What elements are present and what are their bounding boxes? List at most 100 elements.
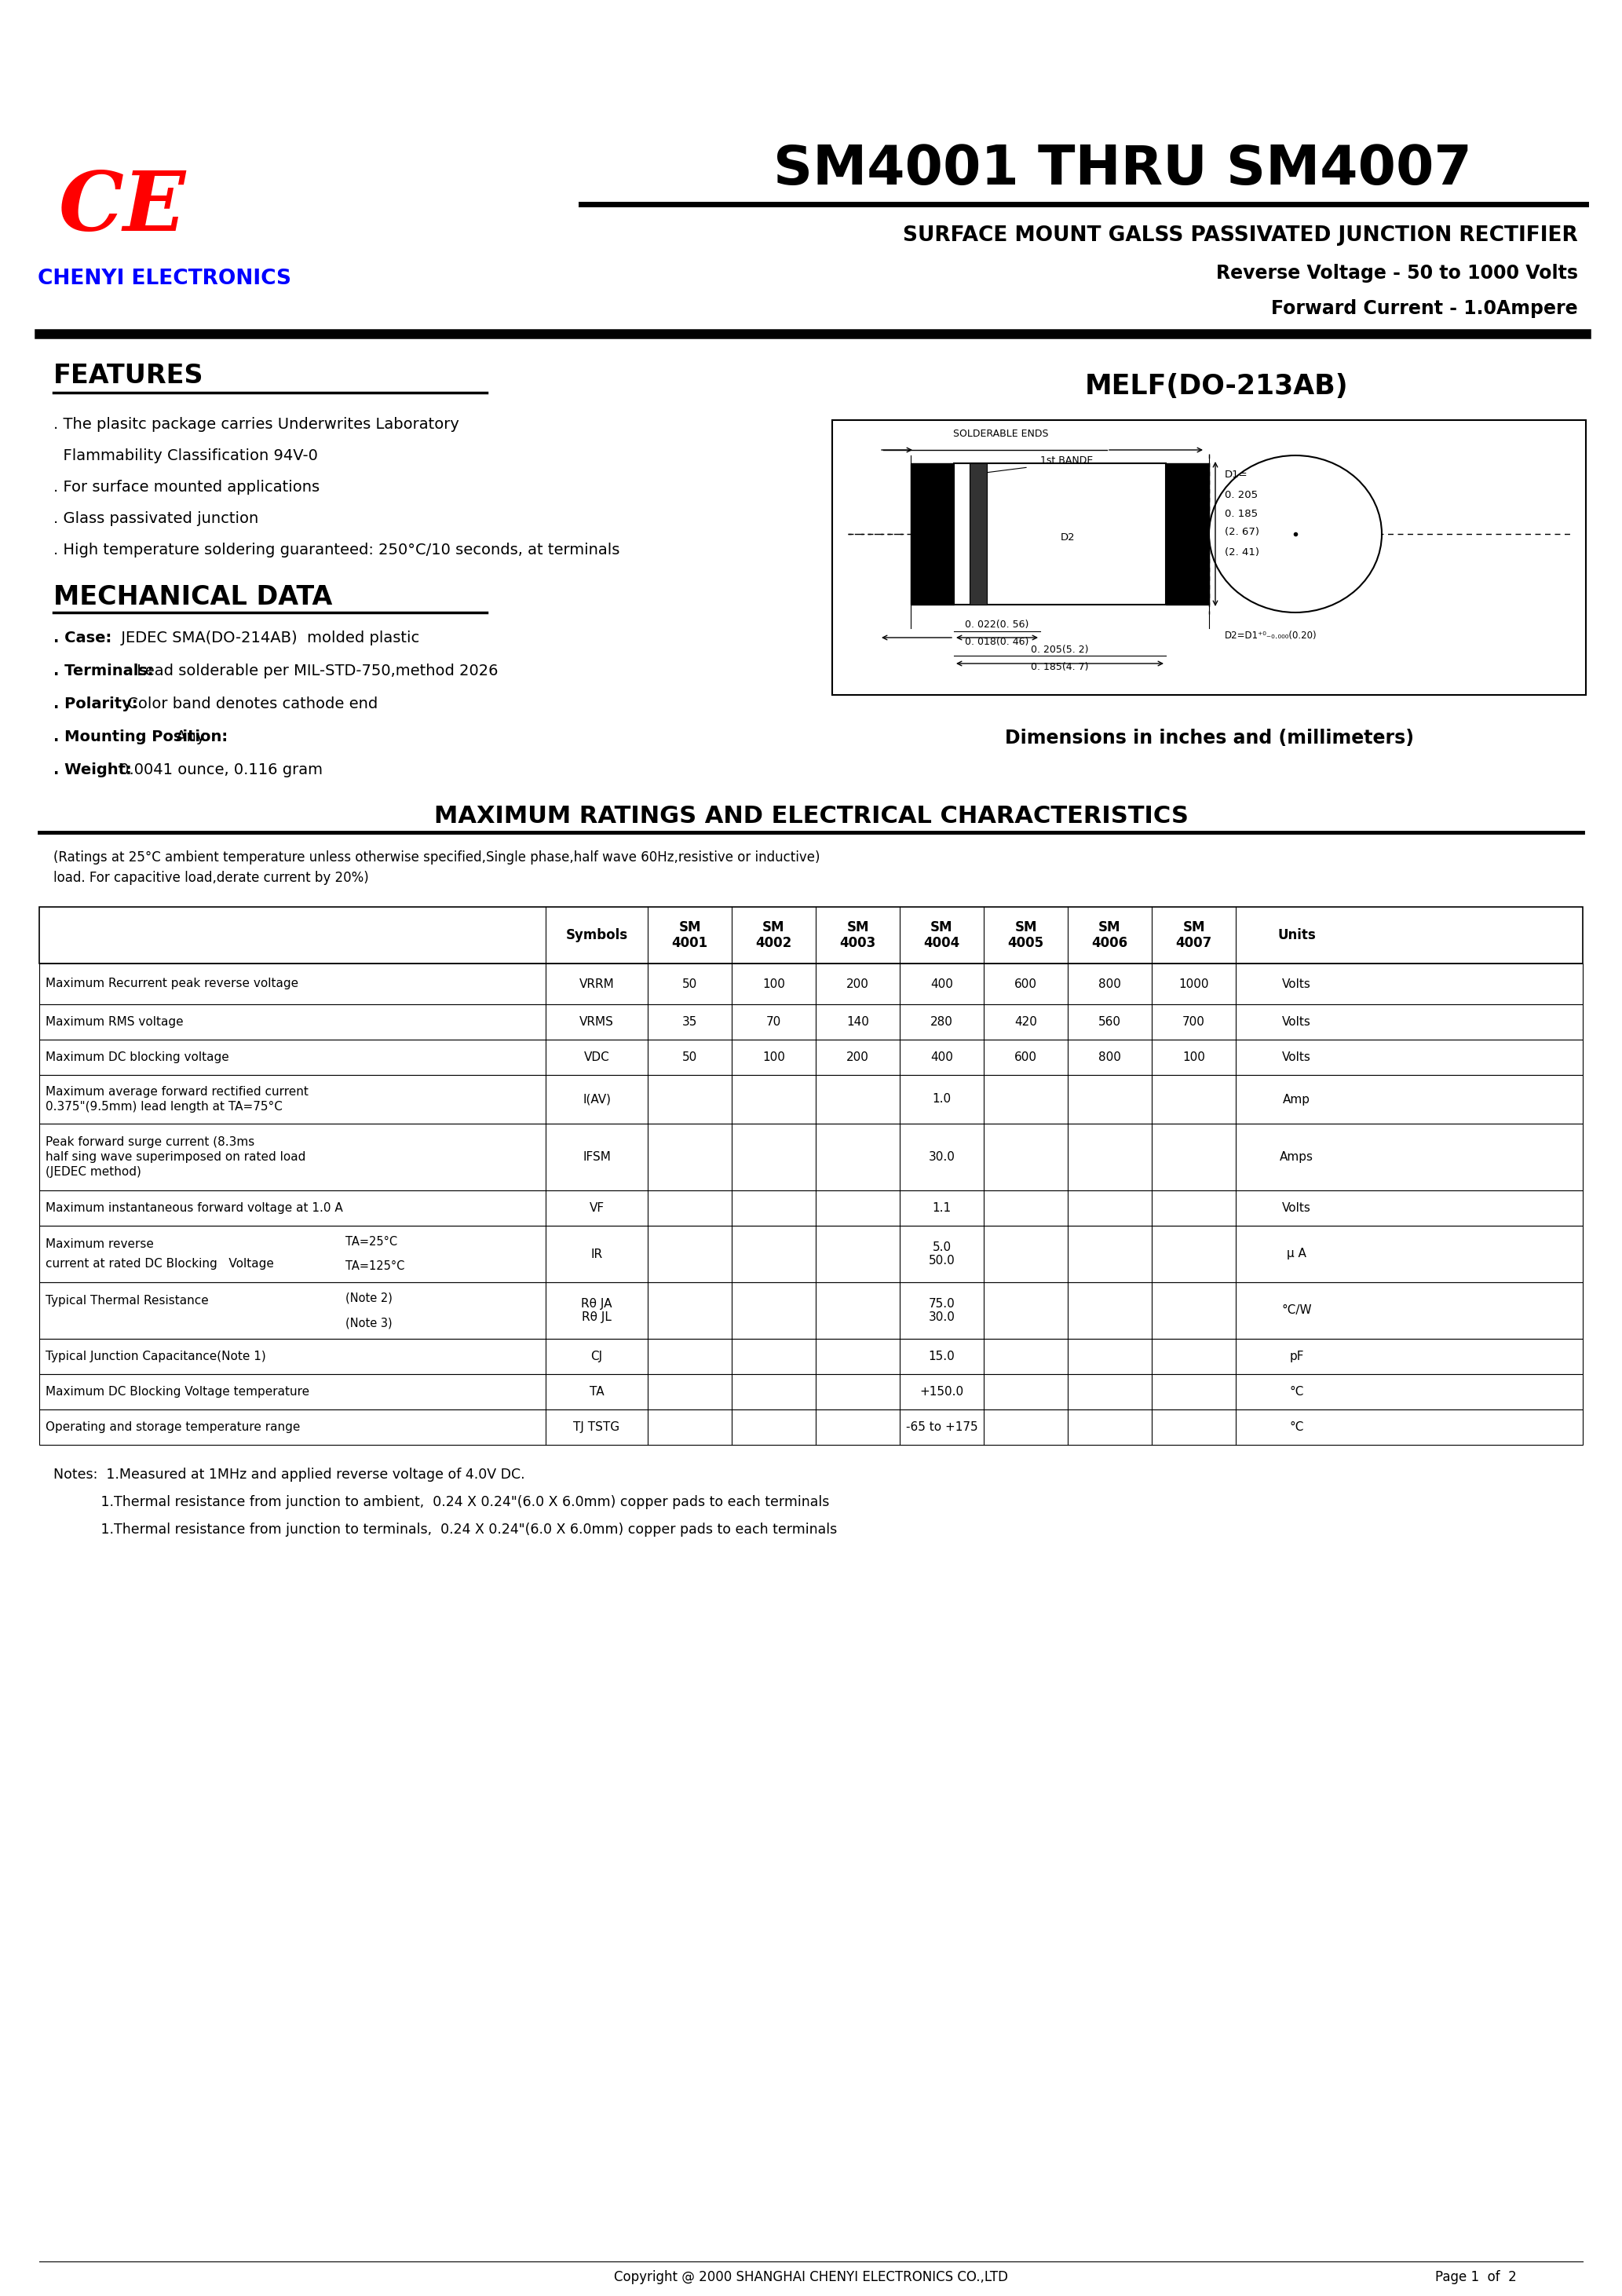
Text: Lead solderable per MIL-STD-750,method 2026: Lead solderable per MIL-STD-750,method 2… (131, 664, 498, 677)
Text: I(AV): I(AV) (582, 1093, 611, 1104)
Text: 0. 185: 0. 185 (1225, 510, 1257, 519)
Bar (39, 1339, 1583, 1373)
Bar (39, 964, 1583, 1003)
Text: 420: 420 (1014, 1017, 1036, 1029)
Text: 35: 35 (683, 1017, 697, 1029)
Text: Amp: Amp (1283, 1093, 1311, 1104)
Text: Rθ JA
Rθ JL: Rθ JA Rθ JL (581, 1297, 611, 1322)
Bar (39, 1281, 1583, 1339)
Text: Dimensions in inches and (millimeters): Dimensions in inches and (millimeters) (1004, 728, 1413, 748)
Text: VRRM: VRRM (579, 978, 615, 990)
Text: SM
4005: SM 4005 (1007, 921, 1045, 951)
Text: SM
4001: SM 4001 (672, 921, 707, 951)
Bar (39, 1226, 1583, 1281)
Text: TA=125°C: TA=125°C (345, 1261, 404, 1272)
Text: D1=: D1= (1225, 471, 1247, 480)
Text: CJ: CJ (590, 1350, 603, 1362)
Text: SM4001 THRU SM4007: SM4001 THRU SM4007 (774, 142, 1471, 195)
Bar (39, 1040, 1583, 1075)
Text: 1.1: 1.1 (933, 1203, 950, 1215)
Text: load. For capacitive load,derate current by 20%): load. For capacitive load,derate current… (54, 870, 368, 884)
Text: IFSM: IFSM (582, 1150, 611, 1162)
Text: Typical Thermal Resistance: Typical Thermal Resistance (45, 1295, 209, 1306)
Text: -65 to +175: -65 to +175 (905, 1421, 978, 1433)
Text: °C/W: °C/W (1281, 1304, 1312, 1316)
Text: pF: pF (1289, 1350, 1304, 1362)
Text: Any: Any (172, 730, 206, 744)
Text: Flammability Classification 94V-0: Flammability Classification 94V-0 (54, 448, 318, 464)
Text: 200: 200 (847, 978, 869, 990)
Text: Typical Junction Capacitance(Note 1): Typical Junction Capacitance(Note 1) (45, 1350, 266, 1362)
Text: . Polarity:: . Polarity: (54, 696, 138, 712)
Text: current at rated DC Blocking   Voltage: current at rated DC Blocking Voltage (45, 1258, 274, 1270)
Text: SM
4007: SM 4007 (1176, 921, 1212, 951)
Text: . High temperature soldering guaranteed: 250°C/10 seconds, at terminals: . High temperature soldering guaranteed:… (54, 542, 620, 558)
Text: . Case:: . Case: (54, 629, 112, 645)
Text: 800: 800 (1098, 978, 1121, 990)
Text: 1.Thermal resistance from junction to terminals,  0.24 X 0.24"(6.0 X 6.0mm) copp: 1.Thermal resistance from junction to te… (54, 1522, 837, 1536)
Bar (39, 907, 1583, 964)
Bar (39, 1123, 1583, 1189)
Text: 400: 400 (931, 1052, 954, 1063)
Text: 280: 280 (931, 1017, 954, 1029)
Text: Symbols: Symbols (566, 928, 628, 941)
Text: Operating and storage temperature range: Operating and storage temperature range (45, 1421, 300, 1433)
Text: SM
4002: SM 4002 (756, 921, 792, 951)
Text: 100: 100 (1182, 1052, 1205, 1063)
Text: 5.0
50.0: 5.0 50.0 (928, 1242, 955, 1267)
Text: Maximum Recurrent peak reverse voltage: Maximum Recurrent peak reverse voltage (45, 978, 298, 990)
Text: TJ TSTG: TJ TSTG (574, 1421, 620, 1433)
Text: VDC: VDC (584, 1052, 610, 1063)
Text: JEDEC SMA(DO-214AB)  molded plastic: JEDEC SMA(DO-214AB) molded plastic (117, 629, 420, 645)
Text: (Note 3): (Note 3) (345, 1318, 393, 1329)
Text: 1000: 1000 (1179, 978, 1208, 990)
Text: 50: 50 (683, 1052, 697, 1063)
Text: (2. 41): (2. 41) (1225, 546, 1259, 558)
Text: +150.0: +150.0 (920, 1387, 963, 1398)
Text: °C: °C (1289, 1387, 1304, 1398)
Text: (Note 2): (Note 2) (345, 1293, 393, 1304)
Text: 200: 200 (847, 1052, 869, 1063)
Text: VRMS: VRMS (579, 1017, 613, 1029)
Text: 0. 205(5. 2): 0. 205(5. 2) (1032, 645, 1088, 654)
Bar (1166, 464, 1208, 604)
Text: TA=25°C: TA=25°C (345, 1235, 397, 1247)
Text: 400: 400 (931, 978, 954, 990)
Text: MAXIMUM RATINGS AND ELECTRICAL CHARACTERISTICS: MAXIMUM RATINGS AND ELECTRICAL CHARACTER… (433, 806, 1189, 829)
Text: CHENYI ELECTRONICS: CHENYI ELECTRONICS (37, 269, 292, 289)
Text: Maximum average forward rectified current
0.375"(9.5mm) lead length at TA=75°C: Maximum average forward rectified curren… (45, 1086, 308, 1114)
Text: Forward Current - 1.0Ampere: Forward Current - 1.0Ampere (1272, 298, 1578, 319)
Text: 70: 70 (766, 1017, 782, 1029)
Text: MELF(DO-213AB): MELF(DO-213AB) (1085, 372, 1348, 400)
Text: . Weight:: . Weight: (54, 762, 131, 776)
Text: 800: 800 (1098, 1052, 1121, 1063)
Text: 100: 100 (762, 1052, 785, 1063)
Text: 700: 700 (1182, 1017, 1205, 1029)
Text: 140: 140 (847, 1017, 869, 1029)
Text: D2=D1⁺⁰₋₀.₀₀₀(0.20): D2=D1⁺⁰₋₀.₀₀₀(0.20) (1225, 631, 1317, 641)
Text: Page 1  of  2: Page 1 of 2 (1435, 2271, 1517, 2285)
Bar (970, 464, 986, 604)
Text: SOLDERABLE ENDS: SOLDERABLE ENDS (954, 429, 1049, 439)
Text: 0. 022(0. 56): 0. 022(0. 56) (965, 620, 1028, 629)
Text: Reverse Voltage - 50 to 1000 Volts: Reverse Voltage - 50 to 1000 Volts (1216, 264, 1578, 282)
Text: Volts: Volts (1281, 978, 1311, 990)
Bar (832, 420, 1586, 696)
Text: D2: D2 (1061, 533, 1075, 542)
Text: VF: VF (589, 1203, 603, 1215)
Bar (39, 1075, 1583, 1123)
Text: Peak forward surge current (8.3ms
half sing wave superimposed on rated load
(JED: Peak forward surge current (8.3ms half s… (45, 1137, 305, 1178)
Bar (39, 1410, 1583, 1444)
Text: Volts: Volts (1281, 1052, 1311, 1063)
Text: . The plasitc package carries Underwrites Laboratory: . The plasitc package carries Underwrite… (54, 416, 459, 432)
Text: SM
4006: SM 4006 (1092, 921, 1127, 951)
Bar (910, 464, 954, 604)
Bar (39, 1373, 1583, 1410)
Text: MECHANICAL DATA: MECHANICAL DATA (54, 583, 333, 611)
Text: . Terminals:: . Terminals: (54, 664, 154, 677)
Text: (2. 67): (2. 67) (1225, 528, 1259, 537)
Text: Maximum DC Blocking Voltage temperature: Maximum DC Blocking Voltage temperature (45, 1387, 310, 1398)
Text: SM
4004: SM 4004 (923, 921, 960, 951)
Text: 100: 100 (762, 978, 785, 990)
Text: SM
4003: SM 4003 (840, 921, 876, 951)
